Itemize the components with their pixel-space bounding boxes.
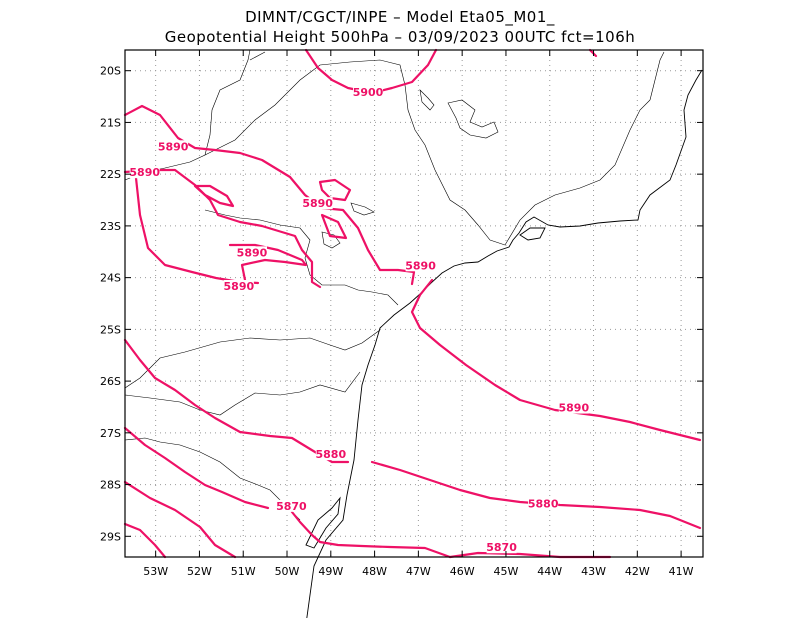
lat-tick-label: 29S	[100, 530, 121, 543]
lon-tick-label: 44W	[537, 565, 562, 578]
reservoir-4	[350, 202, 375, 216]
contour-label-background	[158, 140, 189, 153]
international-border-argentina	[124, 437, 301, 521]
geopotential-contours	[123, 48, 702, 559]
lon-tick-label: 42W	[625, 565, 650, 578]
contour-label-background	[353, 85, 384, 98]
lat-tick-label: 21S	[100, 116, 121, 129]
map-title-line-2: Geopotential Height 500hPa – 03/09/2023 …	[164, 28, 636, 46]
contour-label-background	[315, 448, 346, 461]
contour-5870-mid	[290, 510, 452, 559]
lon-tick-label: 45W	[494, 565, 519, 578]
lon-tick-label: 46W	[450, 565, 475, 578]
contour-label: 5890	[405, 259, 436, 272]
map-frame	[124, 49, 704, 558]
contour-label-background	[129, 166, 160, 179]
state-border-pr-sc	[124, 329, 381, 389]
contour-label: 5890	[559, 402, 590, 415]
coastline-and-borders	[124, 49, 703, 618]
lon-tick-label: 41W	[669, 565, 694, 578]
contour-label-background	[405, 259, 436, 272]
contour-5890-loop-5	[318, 178, 352, 202]
lon-tick-label: 49W	[318, 565, 343, 578]
lat-tick-label: 22S	[100, 168, 121, 181]
coastline	[306, 69, 703, 618]
international-border-paraguay	[124, 49, 251, 181]
contour-label-background	[558, 401, 589, 414]
contour-label: 5890	[224, 280, 255, 293]
state-border-sp-pr	[204, 209, 399, 306]
lat-tick-label: 27S	[100, 427, 121, 440]
contour-labels: 5900 5890 5890 5890 5890 5890 5890 5890 5880 5880…	[129, 85, 590, 554]
contour-label-background	[302, 197, 333, 210]
lat-tick-label: 23S	[100, 220, 121, 233]
lat-lon-grid	[125, 50, 703, 557]
reservoir-3	[321, 231, 341, 249]
contour-label: 5890	[129, 166, 160, 179]
contour-5910-corner	[588, 48, 598, 58]
state-border-mg-rj	[504, 99, 651, 246]
map-title-line-1: DIMNT/CGCT/INPE – Model Eta05_M01_	[245, 8, 555, 26]
contour-5890-west	[123, 104, 416, 286]
lon-tick-label: 53W	[143, 565, 168, 578]
lon-tick-label: 50W	[275, 565, 300, 578]
lon-tick-label: 48W	[362, 565, 387, 578]
river-reservoir	[447, 99, 499, 139]
lat-tick-label: 28S	[100, 479, 121, 492]
contour-label-background	[276, 499, 307, 512]
contour-5890-loop-2	[134, 176, 260, 285]
lat-tick-label: 24S	[100, 272, 121, 285]
contour-label: 5900	[353, 86, 384, 99]
contour-label-background	[528, 497, 559, 510]
contour-label: 5880	[315, 448, 346, 461]
state-border-go-mg	[249, 51, 266, 61]
lat-tick-label: 25S	[100, 323, 121, 336]
contour-5890-east	[410, 278, 702, 442]
lon-tick-label: 43W	[581, 565, 606, 578]
reservoir-2	[419, 89, 435, 111]
coastal-lagoon	[305, 496, 341, 549]
contour-label-background	[223, 279, 254, 292]
contour-label: 5870	[276, 500, 307, 513]
coastal-bay	[519, 227, 546, 241]
lat-tick-label: 26S	[100, 375, 121, 388]
contour-label: 5890	[237, 246, 268, 259]
state-border-es	[649, 51, 665, 101]
axis-ticks: 53W 52W 51W 50W 49W 48W 47W 46W 45W 44W 43W 42W 41W 2…	[100, 50, 703, 578]
contour-label-background	[486, 541, 517, 554]
contour-5890-loop-1	[123, 168, 322, 289]
lon-tick-label: 51W	[231, 565, 256, 578]
contour-5860	[123, 522, 167, 559]
lon-tick-label: 52W	[187, 565, 212, 578]
contour-5870	[123, 480, 237, 559]
lon-tick-label: 47W	[406, 565, 431, 578]
contour-label-background	[236, 246, 267, 259]
state-border-sc-rs	[124, 371, 361, 416]
lat-tick-label: 20S	[100, 65, 121, 78]
contour-5890-loop-3	[193, 184, 235, 208]
contour-label: 5880	[528, 497, 559, 510]
contour-label: 5870	[486, 541, 517, 554]
contour-5890-loop-6	[320, 213, 348, 240]
contour-label: 5890	[158, 140, 189, 153]
contour-5890-south	[123, 338, 350, 464]
contour-5880-east	[370, 460, 702, 530]
contour-5880	[123, 426, 270, 510]
contour-label: 5890	[302, 197, 333, 210]
